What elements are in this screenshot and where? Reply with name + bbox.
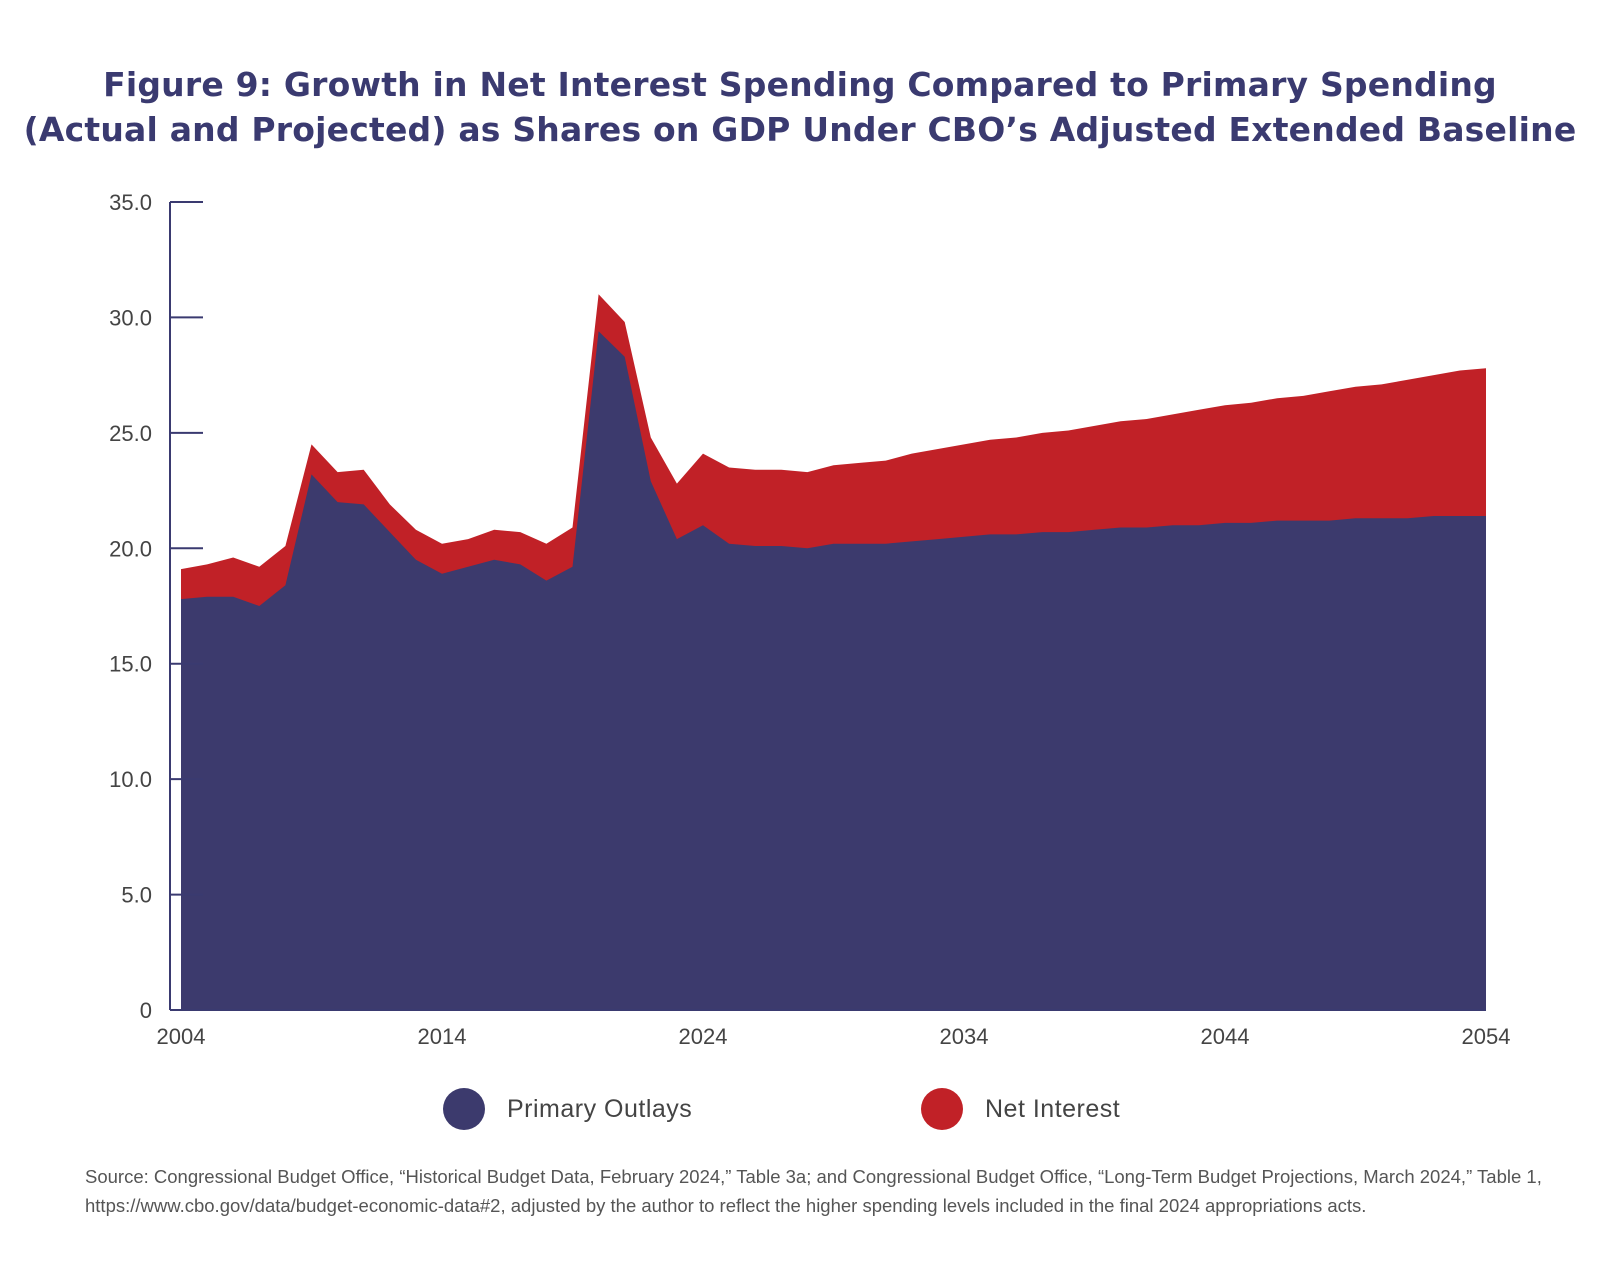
legend-item-primary-outlays: Primary Outlays xyxy=(443,1088,692,1130)
y-tick-label: 30.0 xyxy=(109,305,152,330)
x-tick-label: 2014 xyxy=(418,1024,467,1049)
y-tick-label: 25.0 xyxy=(109,421,152,446)
legend-swatch-net-interest xyxy=(921,1088,963,1130)
y-tick-label: 20.0 xyxy=(109,536,152,561)
area-chart: 0 5.0 10.0 15.0 20.0 25.0 30.0 35.0 2004 2014 2024… xyxy=(109,190,1511,1049)
x-tick-label: 2044 xyxy=(1201,1024,1250,1049)
legend: Primary Outlays Net Interest xyxy=(0,1088,1600,1132)
chart-title-line-2: (Actual and Projected) as Shares on GDP … xyxy=(23,110,1577,149)
y-tick-label: 35.0 xyxy=(109,190,152,215)
y-tick-label: 0 xyxy=(140,998,152,1023)
series-area-primary-outlays xyxy=(181,331,1486,1010)
y-tick-label: 10.0 xyxy=(109,767,152,792)
x-tick-label: 2034 xyxy=(940,1024,989,1049)
legend-label-primary-outlays: Primary Outlays xyxy=(507,1094,693,1123)
legend-swatch-primary-outlays xyxy=(443,1088,485,1130)
legend-label-net-interest: Net Interest xyxy=(985,1094,1121,1123)
source-note: Source: Congressional Budget Office, “Hi… xyxy=(85,1166,1542,1216)
y-tick-label: 5.0 xyxy=(121,883,152,908)
legend-item-net-interest: Net Interest xyxy=(921,1088,1120,1130)
x-tick-label: 2024 xyxy=(679,1024,728,1049)
x-tick-label: 2004 xyxy=(157,1024,206,1049)
chart-title-line-1: Figure 9: Growth in Net Interest Spendin… xyxy=(103,65,1497,104)
y-tick-label: 15.0 xyxy=(109,652,152,677)
x-tick-label: 2054 xyxy=(1462,1024,1511,1049)
chart-title: Figure 9: Growth in Net Interest Spendin… xyxy=(0,62,1600,152)
